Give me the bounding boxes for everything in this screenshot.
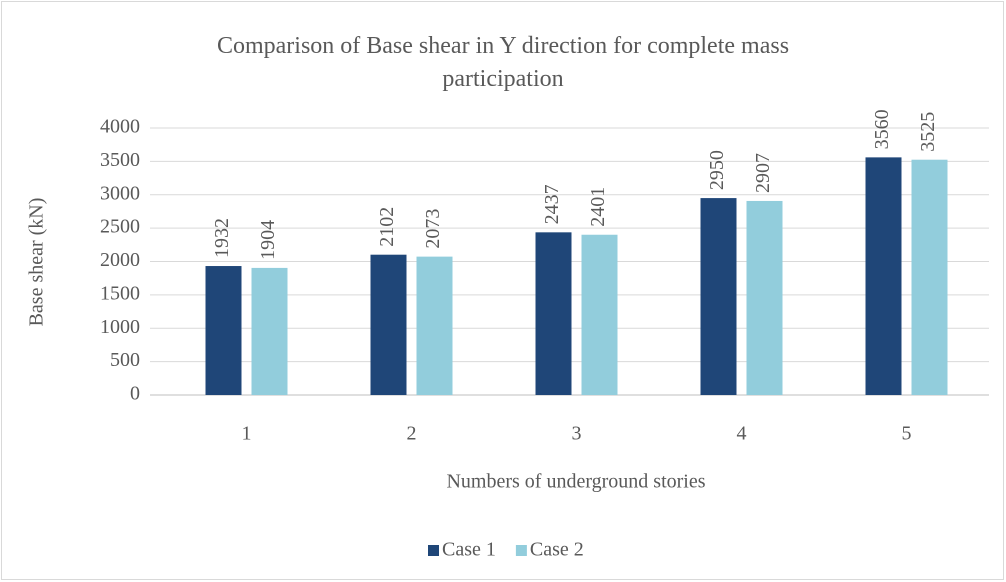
data-label: 1932 [211, 218, 233, 258]
x-tick-label: 2 [407, 423, 417, 445]
y-tick-label: 1500 [100, 282, 140, 304]
bar [370, 254, 407, 395]
y-tick-label: 500 [110, 349, 140, 371]
x-tick-label: 1 [242, 423, 252, 445]
bar [865, 157, 902, 395]
legend-swatch [428, 545, 439, 556]
bar [535, 232, 572, 395]
data-label: 2437 [541, 184, 563, 224]
data-label: 3560 [871, 109, 893, 149]
y-tick-label: 3500 [100, 149, 140, 171]
data-label: 2950 [706, 150, 728, 190]
bar [205, 266, 242, 395]
y-tick-label: 4000 [100, 116, 140, 138]
bar [581, 234, 618, 395]
legend-swatch [515, 545, 527, 556]
data-label: 2907 [752, 153, 774, 193]
bar [911, 159, 948, 395]
data-label: 2073 [422, 209, 444, 249]
bar [746, 200, 783, 395]
data-label: 3525 [917, 112, 939, 152]
x-tick-label: 4 [737, 423, 747, 445]
x-tick-label: 3 [572, 423, 582, 445]
data-label: 2102 [376, 207, 398, 247]
y-tick-label: 2000 [100, 249, 140, 271]
y-axis-title: Base shear (kN) [26, 198, 48, 327]
x-axis-title: Numbers of underground stories [446, 471, 705, 493]
legend-label: Case 1 [442, 539, 496, 561]
y-tick-label: 1000 [100, 316, 140, 338]
data-label: 2401 [587, 187, 609, 227]
legend-label: Case 2 [530, 539, 584, 561]
y-tick-label: 2500 [100, 216, 140, 238]
bar [416, 256, 453, 395]
y-tick-label: 3000 [100, 182, 140, 204]
bar [700, 198, 737, 395]
data-label: 1904 [257, 220, 279, 260]
y-tick-label: 0 [130, 383, 140, 405]
x-tick-label: 5 [902, 423, 912, 445]
chart-title: Comparison of Base shear in Y direction … [216, 33, 790, 92]
bar [251, 267, 288, 395]
